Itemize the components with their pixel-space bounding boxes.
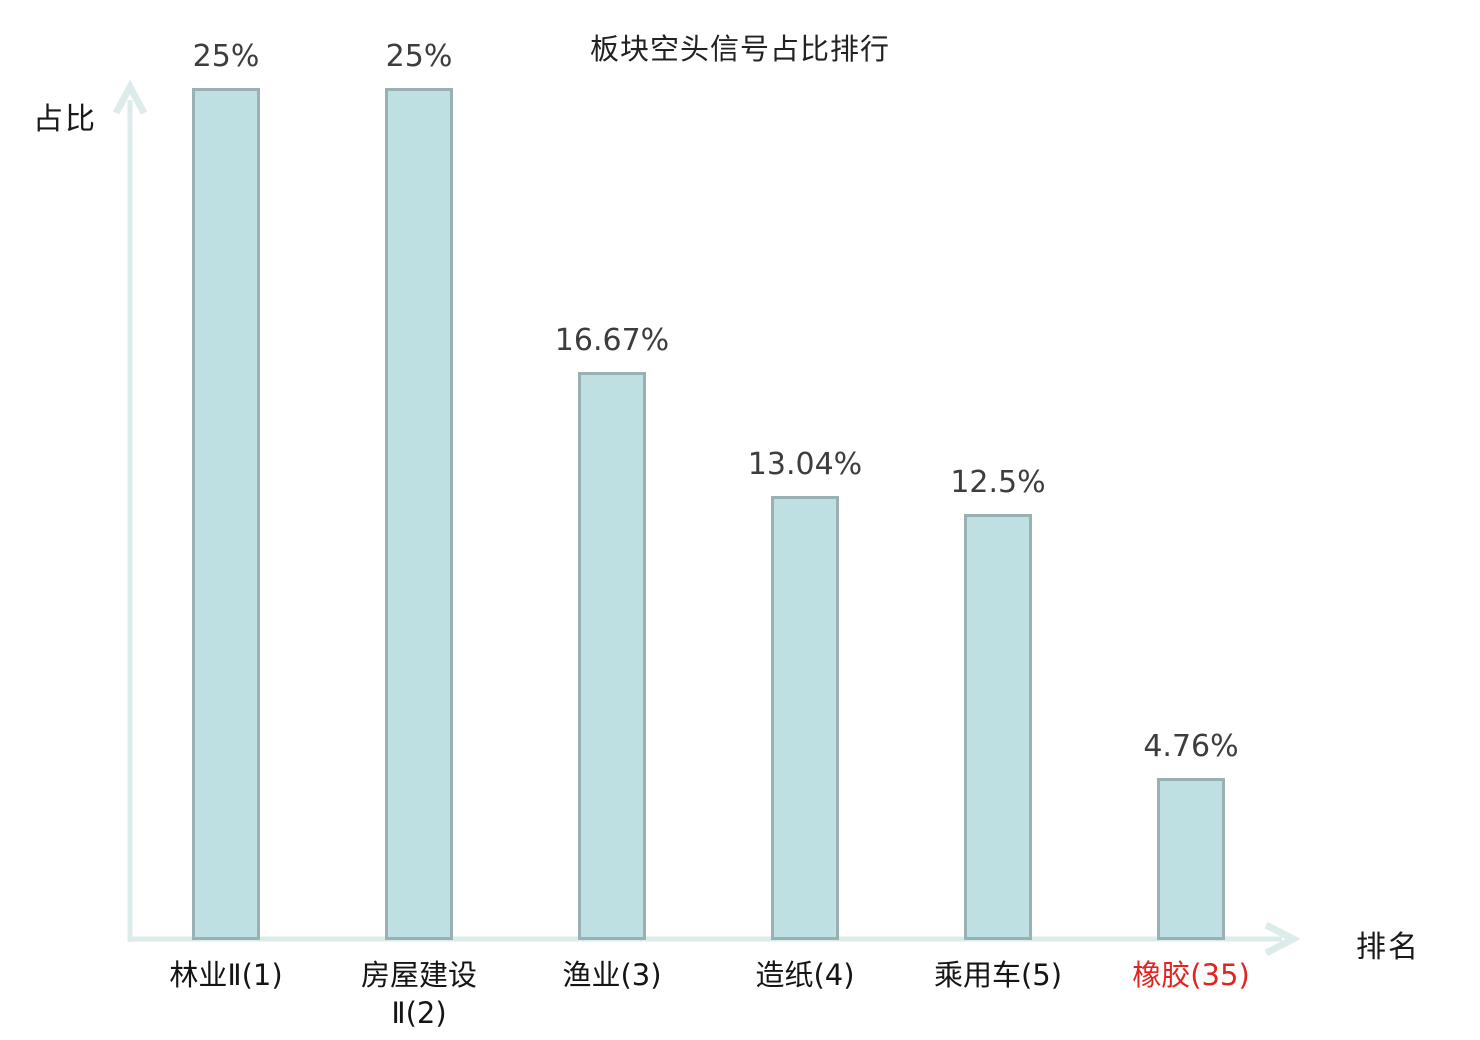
bar-3 <box>578 371 646 940</box>
category-label-1: 林业Ⅱ(1) <box>169 958 283 992</box>
bar-5 <box>964 514 1032 940</box>
x-axis-arrow-icon <box>1264 921 1301 957</box>
value-label-2: 25% <box>385 39 453 74</box>
value-label-4: 13.04% <box>747 446 863 482</box>
y-axis-arrow-icon <box>112 79 148 115</box>
value-label-3: 16.67% <box>554 322 670 358</box>
category-label-5: 乘用车(5) <box>933 958 1063 992</box>
bar-4 <box>771 495 839 940</box>
x-axis-label: 排名 <box>1356 930 1420 965</box>
value-label-5: 12.5% <box>950 465 1046 500</box>
value-label-1: 25% <box>192 39 260 74</box>
chart-title: 板块空头信号占比排行 <box>589 32 890 66</box>
category-label-4: 造纸(4) <box>755 958 855 992</box>
y-axis-label: 占比 <box>33 102 97 137</box>
bar-2 <box>385 88 453 940</box>
bar-6 <box>1157 777 1225 940</box>
bar-1 <box>192 88 260 940</box>
category-label-2: 房屋建设 Ⅱ(2) <box>360 958 477 1030</box>
category-label-6: 橡胶(35) <box>1132 958 1250 992</box>
category-label-3: 渔业(3) <box>562 958 662 992</box>
value-label-6: 4.76% <box>1143 728 1239 764</box>
